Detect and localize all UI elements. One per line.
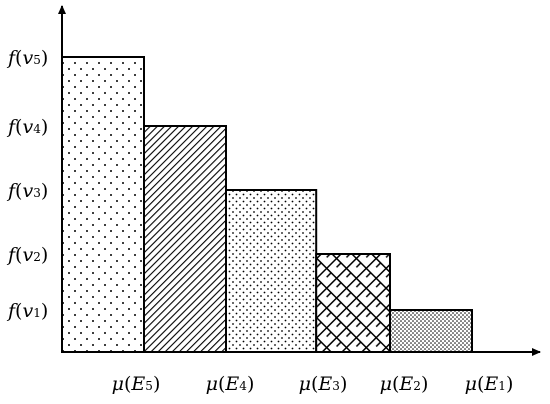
x-tick-label-4: μ(E2): [380, 373, 429, 395]
y-tick-label-5: f(v5): [6, 47, 48, 69]
bar-2: [143, 125, 227, 353]
x-tick-label-3: μ(E3): [299, 373, 348, 395]
x-tick-labels: μ(E5) μ(E4) μ(E3) μ(E2) μ(E1): [112, 373, 514, 395]
bar-5: [389, 309, 473, 353]
x-tick-label-5: μ(E1): [465, 373, 514, 395]
x-tick-label-2: μ(E4): [206, 373, 255, 395]
y-tick-labels: f(v1) f(v2) f(v3) f(v4) f(v5): [6, 47, 48, 322]
bar-4: [315, 253, 392, 353]
bar-3: [225, 189, 318, 353]
y-tick-label-2: f(v2): [6, 244, 48, 266]
y-tick-label-3: f(v3): [6, 180, 48, 202]
y-tick-label-1: f(v1): [6, 300, 48, 322]
bars-group: [61, 56, 473, 353]
x-tick-label-1: μ(E5): [112, 373, 161, 395]
bar-1: [61, 56, 145, 353]
y-tick-label-4: f(v4): [6, 116, 48, 138]
